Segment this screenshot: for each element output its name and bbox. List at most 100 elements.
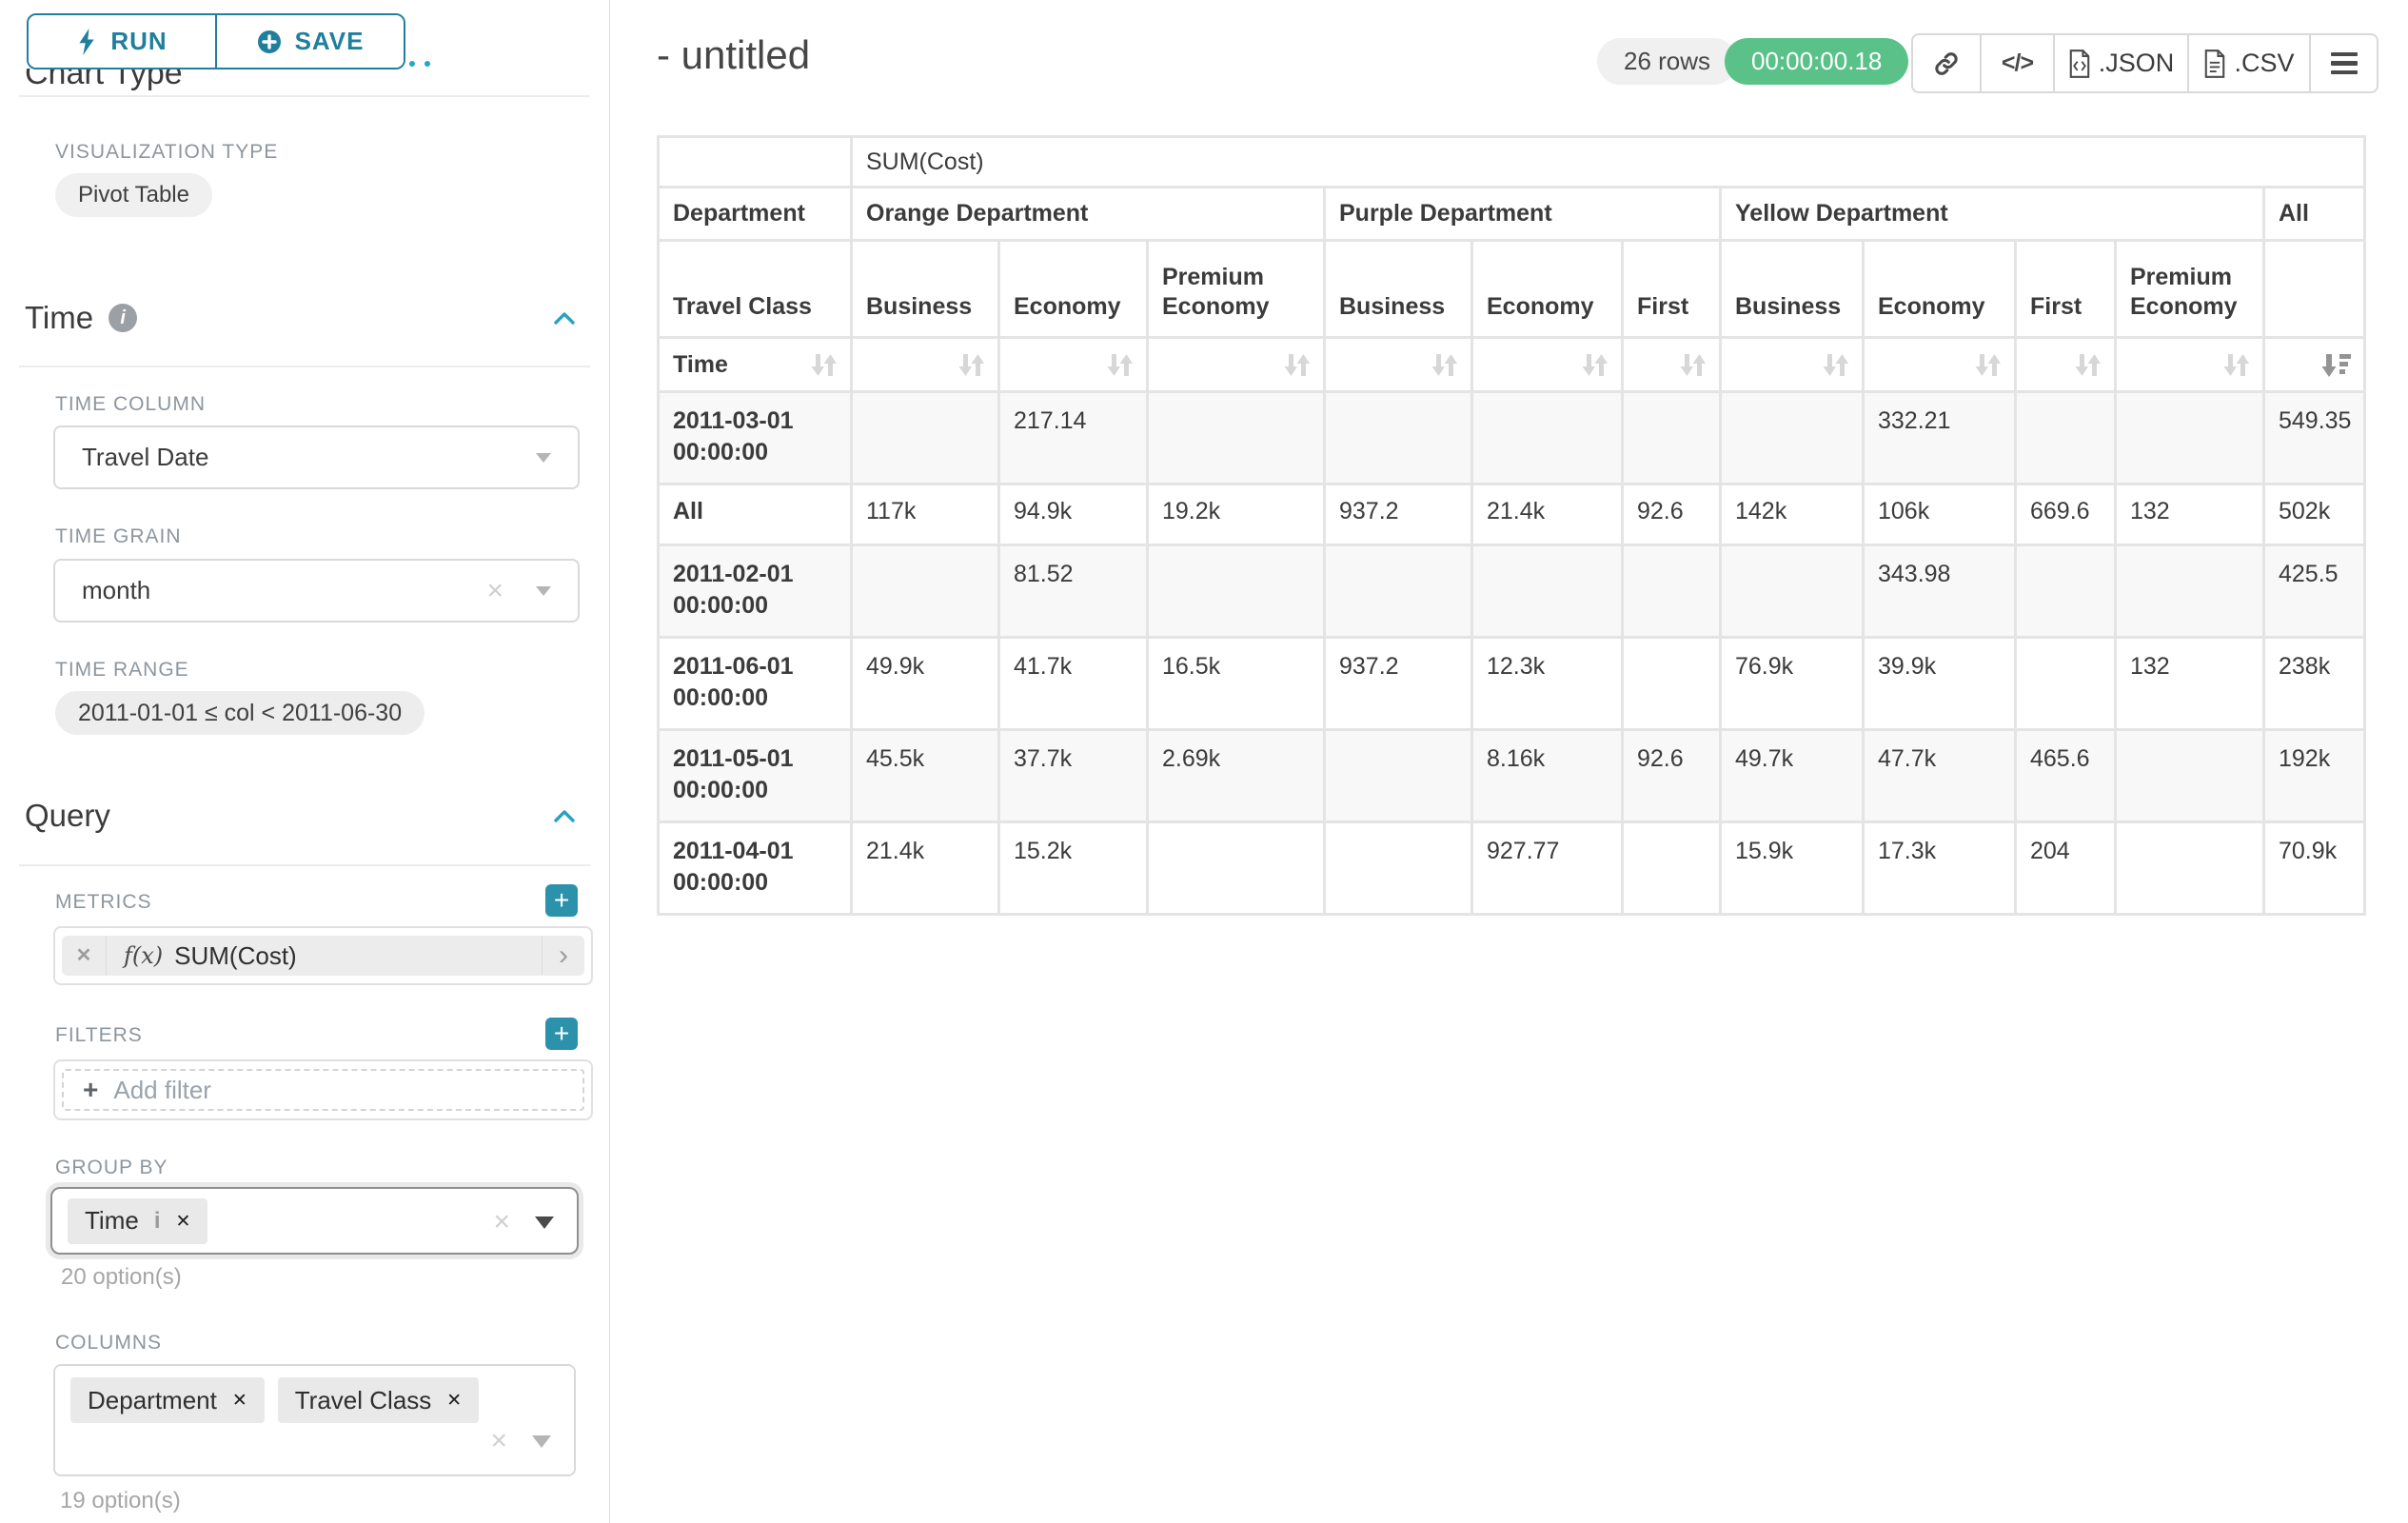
pivot-value-cell: 92.6 [1623, 730, 1721, 822]
remove-metric-icon[interactable]: ✕ [62, 936, 107, 976]
pivot-value-cell: 19.2k [1148, 485, 1325, 545]
pivot-value-cell: 8.16k [1472, 730, 1623, 822]
sort-button[interactable] [1721, 338, 1864, 392]
pivot-value-cell: 332.21 [1864, 392, 2016, 485]
sort-button[interactable] [2264, 338, 2365, 392]
clear-icon[interactable]: × [490, 1427, 507, 1455]
sort-button[interactable] [1325, 338, 1472, 392]
pivot-value-cell [1623, 545, 1721, 638]
columns-chip-travel-class[interactable]: Travel Class ✕ [278, 1377, 479, 1423]
chart-title[interactable]: - untitled [657, 32, 810, 78]
scroll-dot-decoration [409, 61, 415, 67]
table-row: 2011-06-01 00:00:0049.9k41.7k16.5k937.21… [659, 638, 2365, 730]
pivot-value-cell: 502k [2264, 485, 2365, 545]
pivot-table: SUM(Cost) DepartmentOrange DepartmentPur… [657, 135, 2366, 916]
file-code-icon [2068, 49, 2091, 78]
sort-button[interactable] [1148, 338, 1325, 392]
pivot-value-cell [2116, 392, 2264, 485]
section-divider [19, 366, 590, 367]
run-button[interactable]: RUN [29, 15, 215, 68]
sort-button[interactable] [2116, 338, 2264, 392]
visualization-type-pill[interactable]: Pivot Table [55, 173, 212, 217]
section-divider [19, 864, 590, 866]
code-icon: </> [2002, 49, 2033, 77]
remove-chip-icon[interactable]: ✕ [446, 1390, 462, 1411]
time-range-pill[interactable]: 2011-01-01 ≤ col < 2011-06-30 [55, 691, 424, 735]
expand-metric-icon[interactable]: › [542, 937, 584, 975]
time-column-label: TIME COLUMN [55, 393, 206, 416]
pivot-value-cell [2016, 392, 2116, 485]
export-json-button[interactable]: .JSON [2053, 35, 2187, 91]
pivot-table-container: SUM(Cost) DepartmentOrange DepartmentPur… [657, 135, 2366, 916]
caret-down-icon [535, 1216, 554, 1229]
add-filter-plus-button[interactable]: + [545, 1018, 578, 1050]
pivot-value-cell [2016, 545, 2116, 638]
sort-icon [1106, 352, 1135, 378]
pivot-row-label: All [659, 485, 852, 545]
filters-label: FILTERS [55, 1024, 143, 1047]
sort-button[interactable] [1864, 338, 2016, 392]
caret-down-icon [532, 1435, 551, 1448]
save-button[interactable]: SAVE [215, 15, 404, 68]
metric-pill[interactable]: ✕ f(x) SUM(Cost) › [62, 936, 584, 976]
pivot-value-cell [2116, 545, 2264, 638]
sort-button[interactable] [999, 338, 1148, 392]
row-dimension-sort-cell[interactable]: Time [659, 338, 852, 392]
pivot-value-cell: 45.5k [852, 730, 999, 822]
collapse-time-icon[interactable] [550, 305, 579, 333]
scroll-dot-decoration [424, 61, 430, 67]
clear-icon[interactable]: × [486, 577, 503, 605]
columns-chip-department[interactable]: Department ✕ [70, 1377, 265, 1423]
sort-button[interactable] [852, 338, 999, 392]
pivot-col-group-header: Orange Department [852, 188, 1325, 241]
metrics-label: METRICS [55, 891, 152, 914]
time-column-select[interactable]: Travel Date [53, 425, 580, 489]
add-filter-button[interactable]: + Add filter [62, 1069, 584, 1111]
clear-icon[interactable]: × [493, 1208, 510, 1236]
add-metric-button[interactable]: + [545, 884, 578, 917]
sort-icon [1822, 352, 1850, 378]
pivot-value-cell: 37.7k [999, 730, 1148, 822]
remove-chip-icon[interactable]: ✕ [232, 1390, 247, 1411]
table-row: 2011-04-01 00:00:0021.4k15.2k927.7715.9k… [659, 822, 2365, 915]
columns-select[interactable]: Department ✕ Travel Class ✕ × [53, 1364, 576, 1476]
group-by-select[interactable]: Time i ✕ × [50, 1187, 579, 1255]
share-link-button[interactable] [1913, 35, 1980, 91]
sort-button[interactable] [2016, 338, 2116, 392]
pivot-col-header: Economy [1864, 241, 2016, 338]
table-row: SUM(Cost) [659, 137, 2365, 188]
sort-button[interactable] [1472, 338, 1623, 392]
pivot-value-cell: 94.9k [999, 485, 1148, 545]
group-by-label: GROUP BY [55, 1157, 168, 1179]
group-by-chip-time[interactable]: Time i ✕ [68, 1198, 207, 1244]
collapse-query-icon[interactable] [550, 802, 579, 831]
time-grain-select[interactable]: month × [53, 559, 580, 623]
metric-box: ✕ f(x) SUM(Cost) › [53, 926, 593, 985]
table-row: DepartmentOrange DepartmentPurple Depart… [659, 188, 2365, 241]
pivot-col-header: First [1623, 241, 1721, 338]
menu-button[interactable] [2309, 35, 2377, 91]
export-csv-button[interactable]: .CSV [2187, 35, 2309, 91]
table-row: All117k94.9k19.2k937.221.4k92.6142k106k6… [659, 485, 2365, 545]
pivot-col-header: Premium Economy [1148, 241, 1325, 338]
pivot-row-label: 2011-05-01 00:00:00 [659, 730, 852, 822]
pivot-value-cell: 204 [2016, 822, 2116, 915]
pivot-col-header: Premium Economy [2116, 241, 2264, 338]
pivot-value-cell [1721, 545, 1864, 638]
sort-button[interactable] [1623, 338, 1721, 392]
pivot-value-cell: 937.2 [1325, 638, 1472, 730]
pivot-value-cell: 425.5 [2264, 545, 2365, 638]
columns-options-hint: 19 option(s) [60, 1488, 181, 1514]
sort-icon [2222, 352, 2251, 378]
pivot-col-header [2264, 241, 2365, 338]
remove-chip-icon[interactable]: ✕ [175, 1211, 190, 1232]
view-query-button[interactable]: </> [1980, 35, 2053, 91]
pivot-value-cell [852, 545, 999, 638]
pivot-value-cell [1325, 730, 1472, 822]
info-icon: i [154, 1208, 161, 1235]
pivot-value-cell: 92.6 [1623, 485, 1721, 545]
pivot-value-cell: 70.9k [2264, 822, 2365, 915]
pivot-value-cell [1325, 392, 1472, 485]
time-range-label: TIME RANGE [55, 659, 189, 682]
hamburger-icon [2331, 52, 2358, 75]
